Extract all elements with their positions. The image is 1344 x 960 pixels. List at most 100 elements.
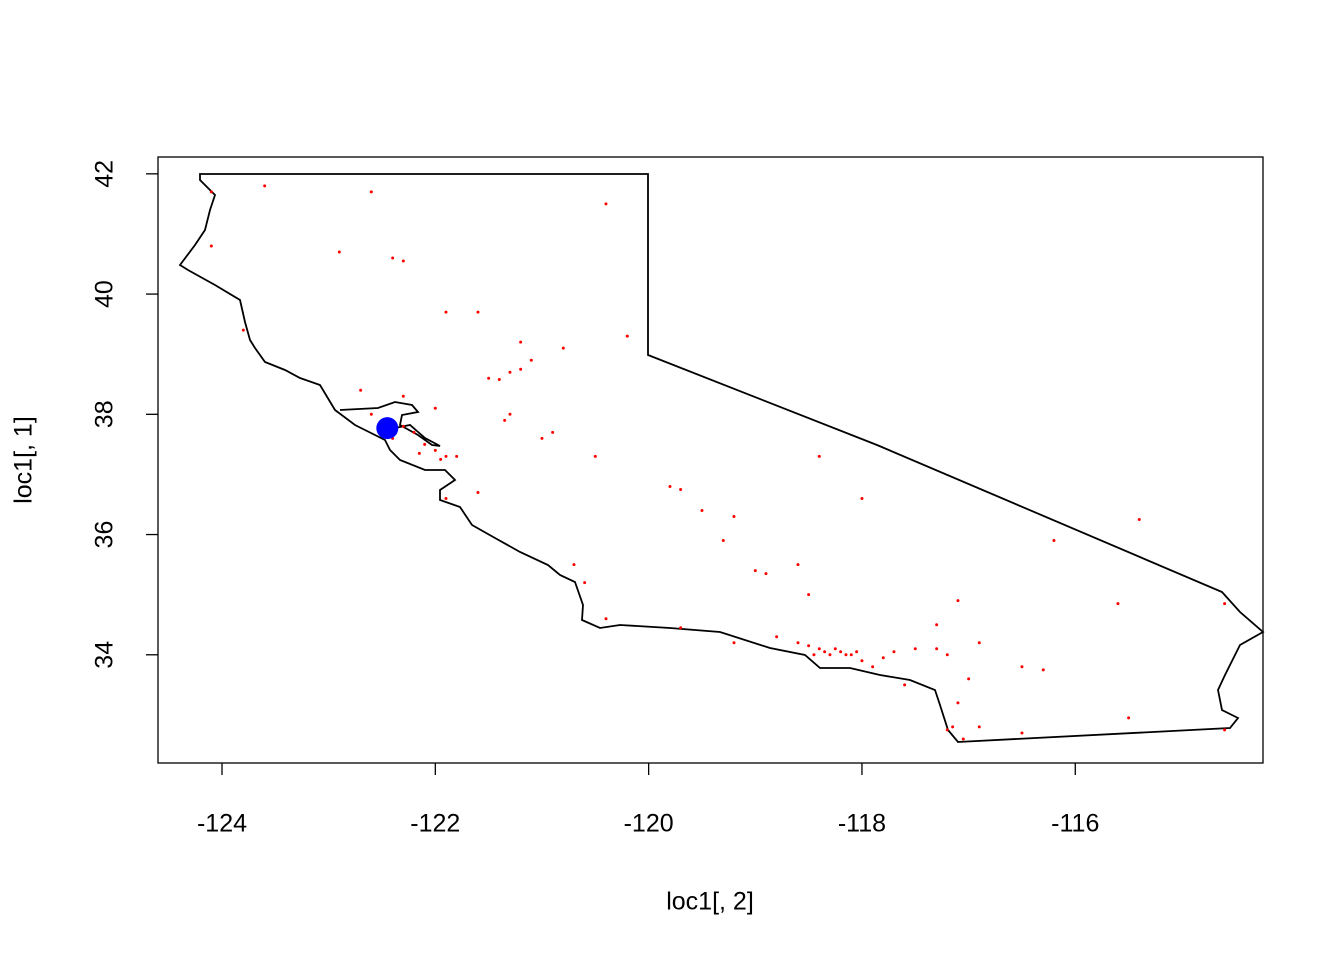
- point: [508, 370, 512, 374]
- point: [1137, 518, 1141, 522]
- point: [961, 737, 965, 741]
- x-tick-label: -120: [624, 810, 674, 838]
- x-tick-label: -124: [197, 810, 247, 838]
- point: [444, 454, 448, 458]
- x-tick-label: -118: [838, 810, 886, 838]
- point: [1041, 668, 1045, 672]
- point: [433, 406, 437, 410]
- x-axis-label: loc1[, 2]: [666, 888, 754, 916]
- point: [753, 569, 757, 573]
- point: [412, 430, 416, 434]
- point: [855, 650, 859, 654]
- point: [956, 599, 960, 603]
- point: [376, 417, 399, 440]
- y-tick-label: 42: [91, 160, 119, 188]
- y-tick-label: 36: [91, 521, 119, 549]
- point: [977, 641, 981, 645]
- point: [444, 496, 448, 500]
- point: [593, 454, 597, 458]
- y-tick-label: 38: [91, 400, 119, 428]
- point: [263, 184, 267, 188]
- point: [881, 656, 885, 660]
- point: [519, 367, 523, 371]
- point: [1127, 716, 1131, 720]
- point: [444, 310, 448, 314]
- point: [817, 647, 821, 651]
- point: [1020, 731, 1024, 735]
- point: [1052, 539, 1056, 543]
- point: [732, 641, 736, 645]
- point: [604, 617, 608, 621]
- point: [951, 725, 955, 729]
- point: [487, 376, 491, 380]
- point: [1223, 728, 1227, 732]
- point: [551, 430, 555, 434]
- point: [839, 650, 843, 654]
- point: [508, 412, 512, 416]
- bay-outline: [339, 401, 441, 447]
- point: [1116, 602, 1120, 606]
- point: [817, 454, 821, 458]
- point: [849, 653, 853, 657]
- x-tick-label: -116: [1051, 810, 1099, 838]
- point: [935, 647, 939, 651]
- point: [860, 659, 864, 663]
- y-tick-label: 34: [91, 641, 119, 669]
- point: [572, 563, 576, 567]
- point: [679, 626, 683, 630]
- point: [241, 328, 245, 332]
- point: [844, 653, 848, 657]
- point: [977, 725, 981, 729]
- point: [796, 563, 800, 567]
- point: [935, 623, 939, 627]
- point: [503, 418, 507, 422]
- point: [700, 509, 704, 512]
- point: [860, 496, 864, 500]
- point: [1020, 665, 1024, 669]
- y-axis-label: loc1[, 1]: [10, 416, 38, 504]
- point: [209, 244, 213, 248]
- point: [892, 650, 896, 654]
- point: [871, 665, 875, 669]
- point: [476, 490, 480, 494]
- point: [540, 436, 544, 440]
- point: [583, 581, 587, 585]
- point: [369, 190, 373, 194]
- plot-frame: [157, 156, 1264, 764]
- point: [945, 728, 949, 732]
- point: [439, 457, 443, 461]
- y-tick-label: 40: [91, 280, 119, 308]
- point: [812, 653, 816, 657]
- point: [668, 484, 672, 488]
- point: [401, 394, 405, 398]
- point: [359, 388, 363, 392]
- point: [561, 346, 565, 350]
- point: [764, 572, 768, 576]
- point: [807, 644, 811, 648]
- point: [833, 647, 837, 651]
- point: [401, 424, 405, 428]
- point: [807, 593, 811, 597]
- point: [828, 653, 832, 657]
- point: [903, 683, 907, 687]
- point: [913, 647, 917, 651]
- point: [604, 202, 608, 206]
- point: [401, 259, 405, 263]
- point: [519, 340, 523, 344]
- point: [337, 250, 341, 254]
- point: [433, 448, 437, 452]
- point: [796, 641, 800, 645]
- point: [476, 310, 480, 314]
- point: [529, 358, 533, 362]
- point: [732, 515, 736, 519]
- point: [369, 412, 373, 416]
- point: [945, 653, 949, 657]
- point: [775, 635, 779, 639]
- x-tick-label: -122: [410, 810, 460, 838]
- point: [1223, 602, 1227, 606]
- point: [497, 377, 501, 381]
- point: [956, 701, 960, 705]
- point: [721, 539, 725, 543]
